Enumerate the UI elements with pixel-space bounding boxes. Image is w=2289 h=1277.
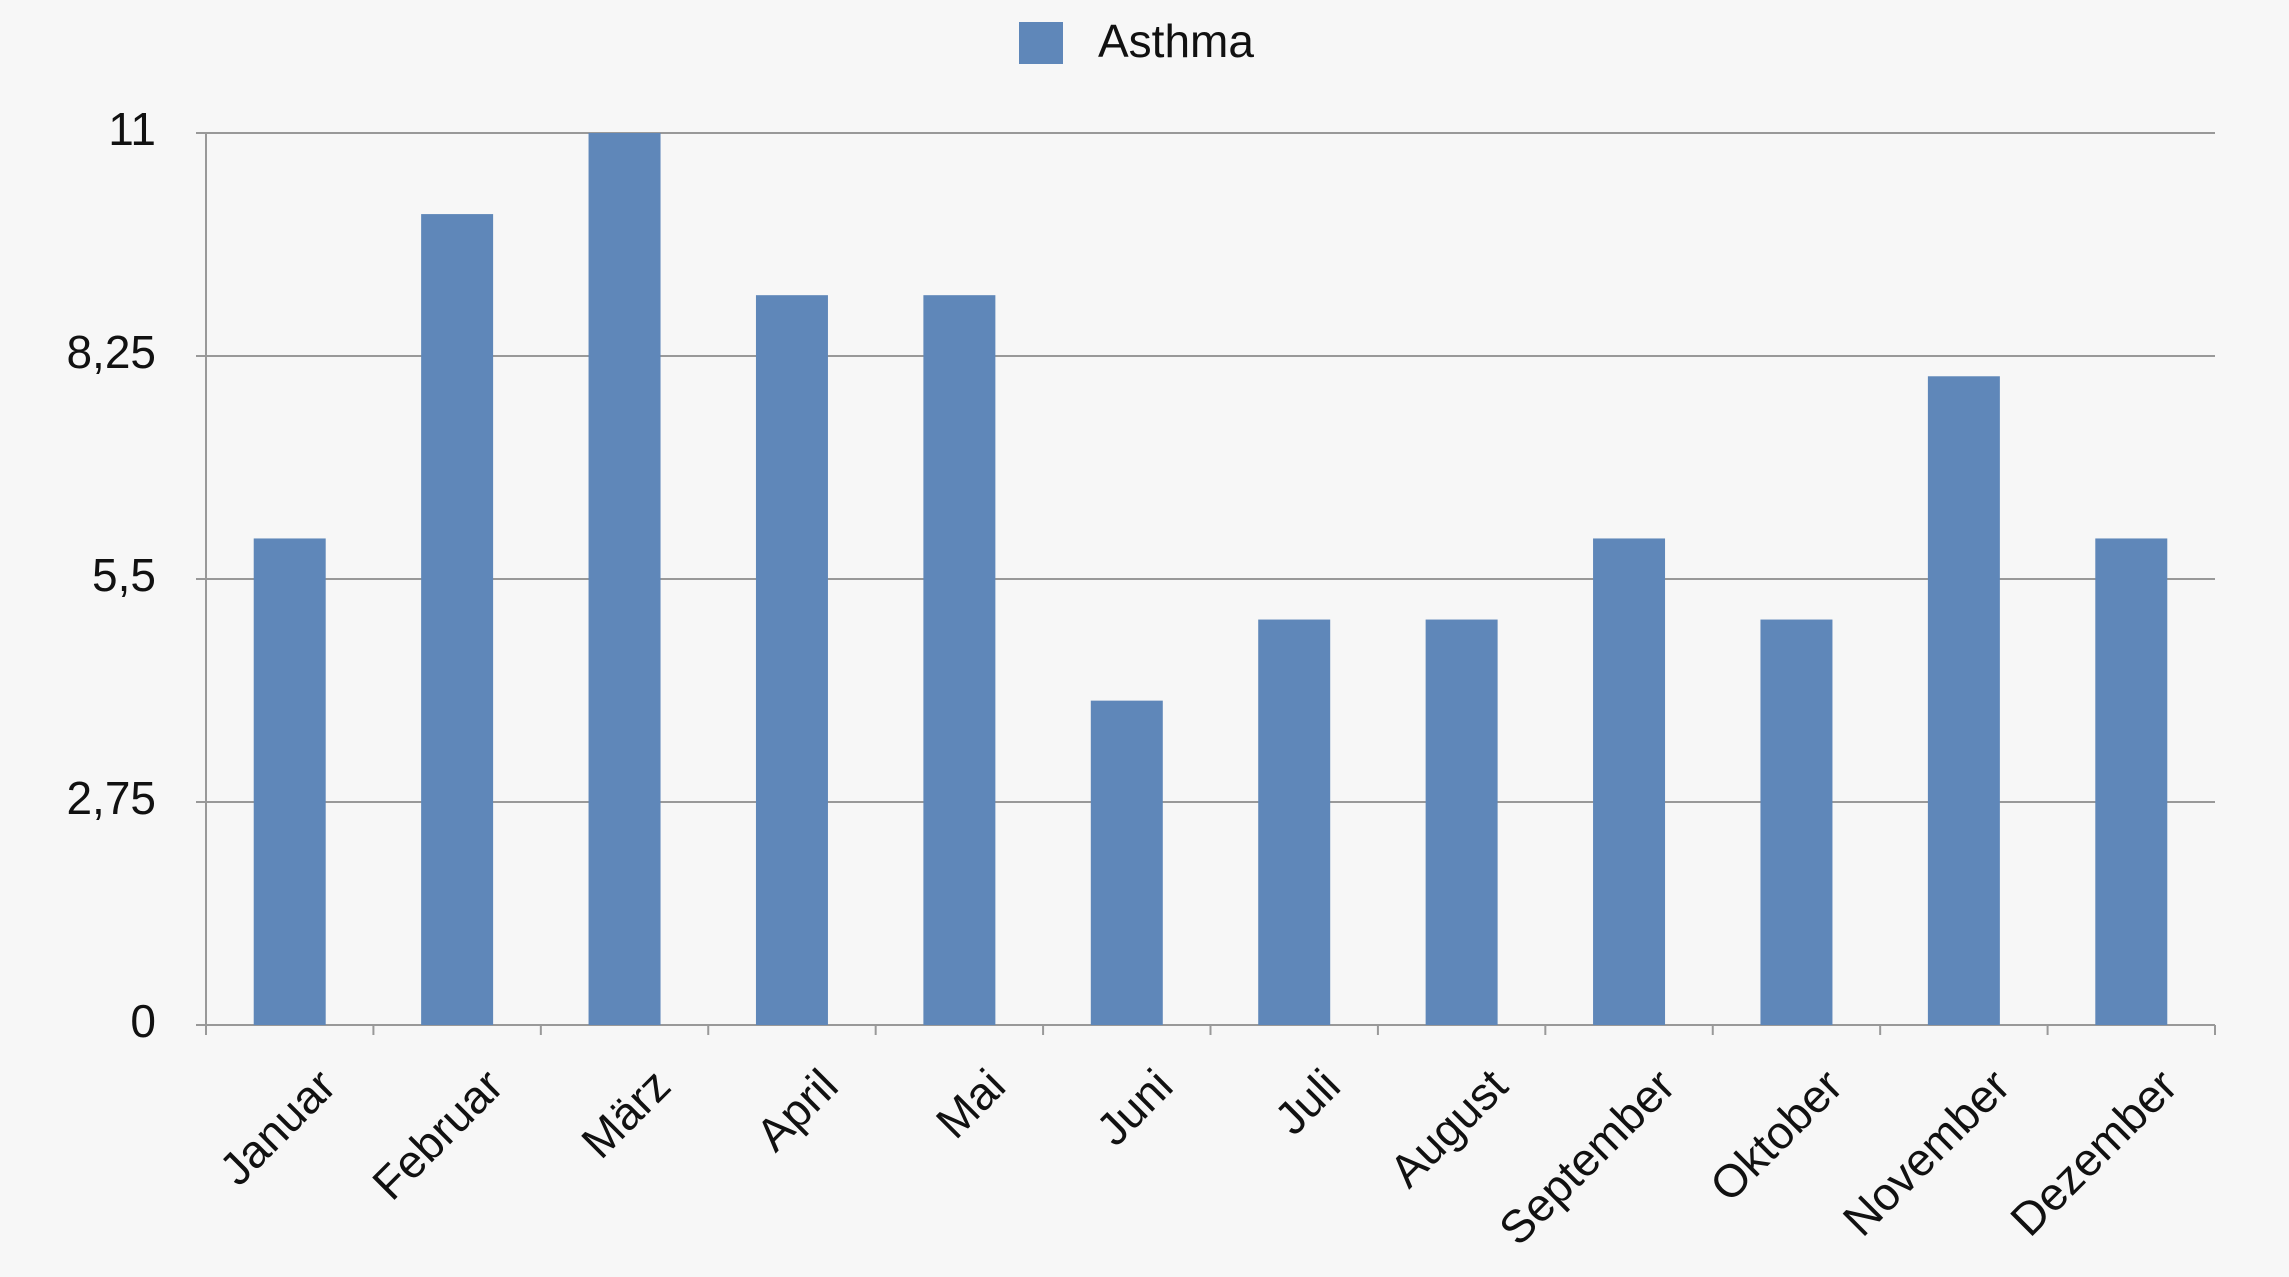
- legend-label: Asthma: [1098, 15, 1254, 67]
- bar: [1927, 376, 2000, 1026]
- bar: [923, 295, 996, 1025]
- bar: [755, 295, 828, 1025]
- y-tick-label: 11: [108, 103, 156, 155]
- bar: [421, 214, 494, 1025]
- x-tick-label: Juli: [1264, 1059, 1350, 1145]
- x-tick-label: August: [1379, 1059, 1517, 1197]
- bar: [1760, 619, 1833, 1025]
- x-tick-label: Mai: [926, 1059, 1015, 1148]
- x-tick-label: Januar: [209, 1059, 345, 1195]
- bar: [253, 538, 326, 1025]
- y-tick-label: 2,75: [66, 772, 156, 824]
- y-tick-label: 5,5: [92, 549, 156, 601]
- x-tick-label: März: [571, 1059, 680, 1168]
- bar: [2095, 538, 2168, 1025]
- x-tick-label: Dezember: [2000, 1059, 2187, 1246]
- bar: [588, 133, 661, 1025]
- y-tick-label: 0: [130, 995, 156, 1047]
- x-tick-label: November: [1833, 1059, 2020, 1246]
- x-tick-label: Juni: [1086, 1059, 1182, 1155]
- x-tick-label: Oktober: [1700, 1059, 1852, 1211]
- x-tick-label: Februar: [362, 1059, 513, 1210]
- bar: [1258, 619, 1331, 1025]
- x-tick-label: April: [746, 1059, 848, 1161]
- legend-swatch: [1019, 22, 1063, 64]
- bar: [1425, 619, 1498, 1025]
- bar: [1090, 700, 1163, 1025]
- bar: [1593, 538, 1666, 1025]
- x-tick-label: September: [1489, 1059, 1685, 1255]
- y-tick-label: 8,25: [66, 326, 156, 378]
